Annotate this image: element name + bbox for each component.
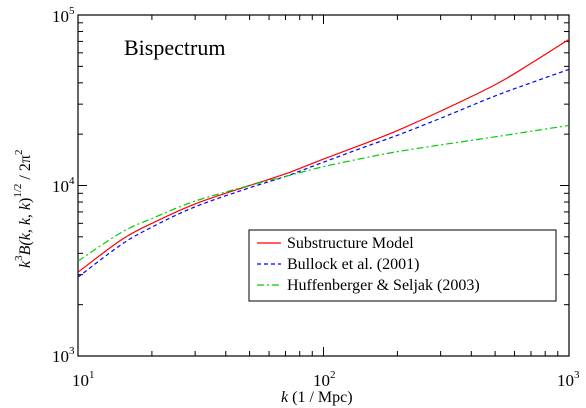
x-tick-label-1: 102 <box>313 369 336 390</box>
svg-text:105: 105 <box>52 5 75 26</box>
legend-box <box>248 229 557 302</box>
legend: Substructure Model Bullock et al. (2001)… <box>248 229 557 302</box>
x-tick-label-2: 103 <box>557 369 580 390</box>
series-line-bullock-2001 <box>77 68 570 278</box>
series-line-substructure-model <box>77 38 570 273</box>
y-tick-label-1: 104 <box>52 175 75 196</box>
svg-text:102: 102 <box>313 369 336 390</box>
legend-label-substructure: Substructure Model <box>287 235 414 252</box>
svg-text:104: 104 <box>52 175 75 196</box>
minor-ticks <box>77 15 569 357</box>
y-tick-label-2: 105 <box>52 5 75 26</box>
series-line-huffenberger-seljak-2003 <box>77 124 570 262</box>
x-tick-label-0: 101 <box>72 369 95 390</box>
svg-text:103: 103 <box>52 345 75 366</box>
y-axis-label: k3B(k, k, k)1/2 / 2π2 <box>12 150 34 268</box>
legend-label-huffenberger: Huffenberger & Seljak (2003) <box>287 277 480 294</box>
svg-text:103: 103 <box>557 369 580 390</box>
x-axis-label: k (1 / Mpc) <box>281 389 353 406</box>
legend-label-bullock: Bullock et al. (2001) <box>287 256 419 273</box>
plot-frame <box>77 14 570 357</box>
chart-annotation: Bispectrum <box>124 35 225 60</box>
svg-text:101: 101 <box>72 369 95 390</box>
series-layer <box>77 38 570 278</box>
y-tick-label-0: 103 <box>52 345 75 366</box>
